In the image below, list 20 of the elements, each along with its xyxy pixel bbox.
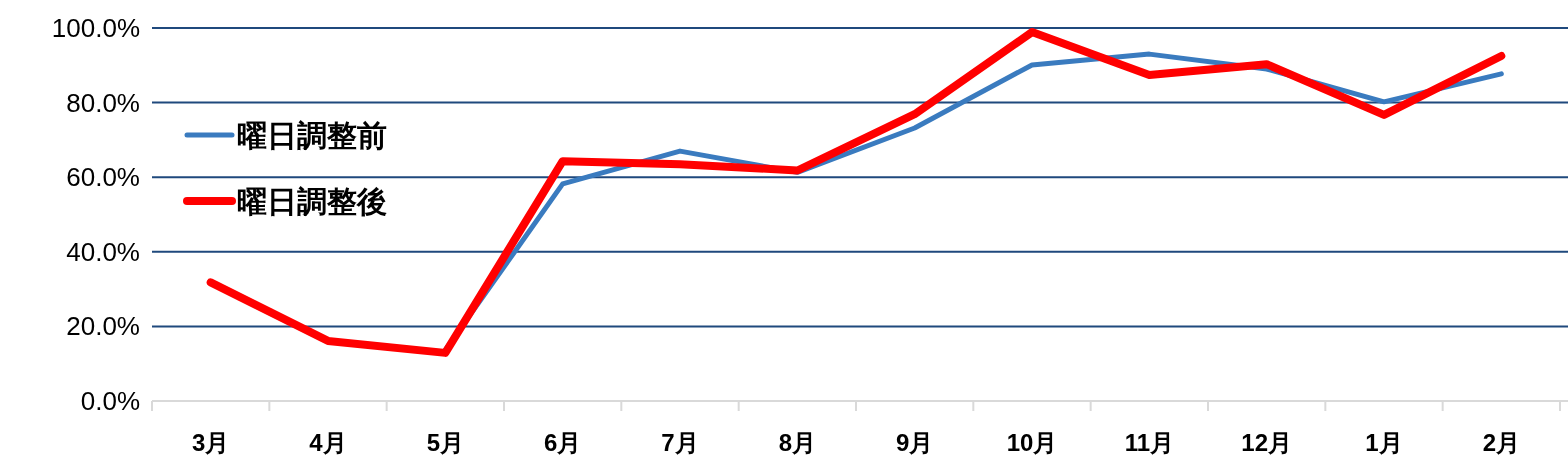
y-tick-label: 20.0%	[66, 311, 140, 342]
x-tick-label: 11月	[1124, 429, 1175, 456]
y-tick-label: 100.0%	[51, 13, 140, 43]
y-tick-label: 40.0%	[66, 236, 140, 267]
x-tick-label: 8月	[778, 429, 817, 456]
x-tick-label: 9月	[895, 429, 934, 456]
x-tick-label: 2月	[1482, 429, 1521, 456]
y-tick-label: 0.0%	[80, 386, 140, 416]
x-tick-label: 1月	[1365, 429, 1403, 456]
x-tick-label: 6月	[543, 429, 582, 456]
legend-label: 曜日調整後	[237, 185, 387, 218]
y-tick-label: 60.0%	[66, 162, 140, 193]
x-tick-label: 12月	[1241, 429, 1293, 456]
legend-label: 曜日調整前	[237, 119, 387, 152]
x-tick-label: 5月	[426, 429, 465, 456]
x-tick-label: 10月	[1006, 429, 1058, 456]
x-tick-label: 7月	[661, 429, 699, 456]
x-tick-label: 3月	[191, 429, 230, 456]
y-tick-label: 80.0%	[66, 87, 140, 118]
x-tick-label: 4月	[309, 429, 347, 456]
